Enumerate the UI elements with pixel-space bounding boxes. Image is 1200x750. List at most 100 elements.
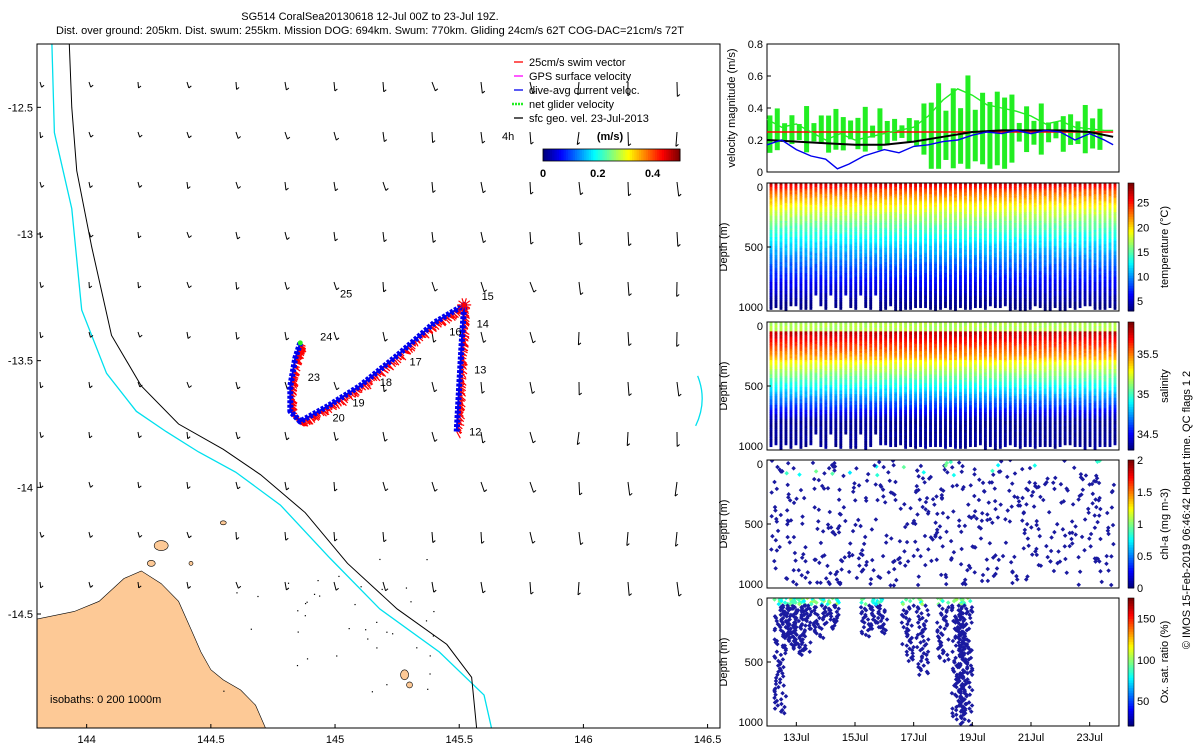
velocity-arrow [137, 531, 140, 538]
profile-point [1053, 203, 1057, 206]
profile-point [844, 255, 848, 258]
profile-point [983, 251, 987, 255]
profile-point [849, 238, 853, 242]
profile-point [784, 283, 788, 287]
profile-point [789, 186, 793, 190]
map-colorbar-tick-label: 0.4 [645, 168, 661, 180]
profile-point [988, 267, 992, 271]
profile-point [874, 247, 878, 251]
velocity-arrow [137, 381, 141, 388]
profile-point [939, 210, 942, 214]
profile-point [889, 233, 893, 237]
profile-point [799, 307, 803, 310]
profile-point [909, 296, 912, 300]
profile-point [1033, 256, 1037, 260]
profile-point [1008, 285, 1012, 289]
profile-point [974, 213, 977, 217]
profile-point [799, 285, 803, 289]
profile-point [988, 183, 992, 187]
velocity-arrow-head [139, 185, 143, 188]
profile-point [919, 221, 922, 224]
profile-point [869, 185, 873, 188]
velocity-arrow-head [286, 87, 290, 91]
profile-point [944, 212, 947, 215]
profile-point [978, 186, 982, 190]
profile-point [944, 262, 947, 266]
profile-point [959, 206, 962, 210]
profile-point [934, 292, 937, 296]
velocity-arrow [578, 481, 581, 495]
profile-point [849, 228, 853, 231]
profile-point [1023, 201, 1027, 205]
profile-point [824, 204, 828, 208]
profile-point [809, 240, 813, 244]
profile-point [964, 305, 967, 309]
profile-point [809, 192, 813, 196]
profile-point [978, 260, 982, 264]
profile-point [1008, 240, 1012, 244]
profile-point [949, 222, 952, 226]
profile-point [909, 212, 912, 215]
profile-point [899, 221, 903, 224]
profile-point [899, 253, 903, 257]
profile-point [894, 194, 898, 197]
profile-point [1053, 210, 1057, 214]
profile-point [819, 183, 823, 187]
profile-point [909, 185, 912, 188]
profile-point [854, 247, 858, 251]
profile-point [1028, 194, 1032, 197]
profile-point [964, 296, 967, 300]
map-colorbar-cell [563, 149, 567, 161]
profile-point [879, 219, 883, 223]
profile-point [924, 305, 927, 309]
profile-point [929, 274, 932, 278]
profile-point [849, 294, 853, 298]
profile-point [854, 298, 858, 301]
profile-point [789, 228, 793, 231]
profile-point [944, 247, 947, 251]
profile-point [789, 264, 793, 267]
profile-point [1003, 240, 1007, 244]
profile-point [829, 283, 833, 287]
profile-point [919, 269, 922, 273]
velocity-arrow-head [532, 440, 536, 444]
map-colorbar-cell [586, 149, 590, 161]
profile-point [894, 255, 898, 258]
profile-point [1028, 264, 1032, 267]
net-velocity-bar [848, 120, 854, 140]
profile-point [1043, 278, 1047, 282]
profile-point [949, 199, 952, 203]
reef-dot [297, 631, 299, 633]
profile-point [904, 215, 908, 219]
profile-point [869, 244, 873, 248]
profile-point [909, 253, 912, 257]
profile-point [1043, 244, 1047, 248]
profile-point [774, 264, 778, 267]
profile-point [1033, 185, 1037, 188]
profile-point [964, 197, 967, 201]
profile-point [769, 294, 773, 298]
profile-point [779, 242, 783, 246]
profile-point [964, 280, 967, 283]
profile-point [904, 292, 908, 296]
profile-point [859, 210, 863, 214]
profile-point [789, 276, 793, 280]
profile-point [864, 296, 868, 300]
profile-point [844, 247, 848, 251]
profile-point [839, 281, 843, 285]
velocity-arrow [39, 131, 42, 138]
profile-point [969, 274, 972, 278]
profile-point [998, 190, 1002, 194]
profile-point [774, 224, 778, 228]
profile-point [809, 242, 813, 246]
isobath-1000m [68, 44, 478, 728]
profile-point [954, 231, 957, 235]
profile-point [944, 192, 947, 196]
profile-point [789, 203, 793, 206]
velocity-arrow-head [336, 337, 340, 341]
profile-point [899, 229, 903, 233]
profile-point [1053, 247, 1057, 251]
profile-point [1003, 199, 1007, 203]
profile-point [824, 222, 828, 226]
profile-point [1043, 208, 1047, 212]
